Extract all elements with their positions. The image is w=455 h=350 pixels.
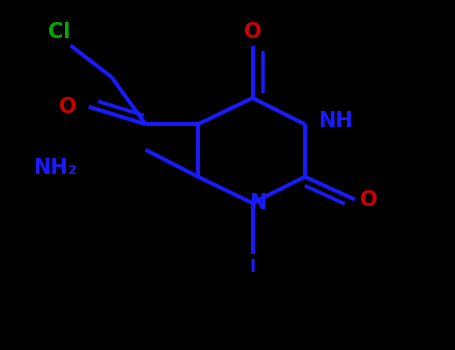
Text: NH: NH bbox=[318, 111, 353, 131]
Text: NH₂: NH₂ bbox=[34, 158, 77, 178]
Text: N: N bbox=[249, 193, 267, 213]
Text: O: O bbox=[244, 21, 261, 42]
Text: O: O bbox=[60, 97, 77, 117]
Text: I: I bbox=[249, 258, 256, 276]
Text: Cl: Cl bbox=[48, 21, 71, 42]
Text: O: O bbox=[360, 189, 377, 210]
